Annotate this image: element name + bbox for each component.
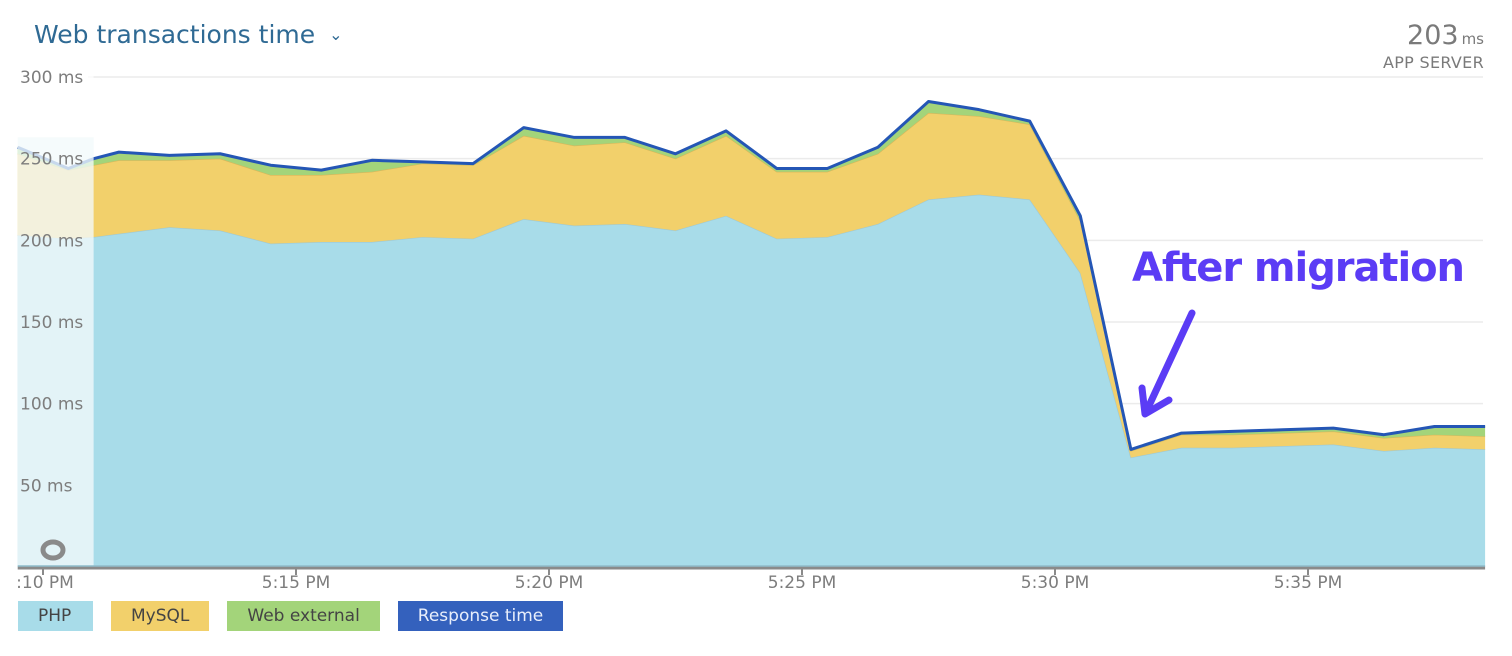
- annotation-arrow-icon: [1143, 309, 1196, 414]
- x-tick-label: 5:30 PM: [1021, 573, 1090, 593]
- x-tick-label: 5:35 PM: [1274, 573, 1343, 593]
- legend: PHP MySQL Web external Response time: [18, 601, 564, 631]
- y-tick-label: 100 ms: [20, 395, 83, 415]
- y-tick-label: 300 ms: [20, 68, 83, 88]
- chart-title-dropdown[interactable]: Web transactions time ⌄: [34, 20, 343, 49]
- faded-region-tint: [17, 137, 94, 567]
- annotation-label: After migration: [1132, 245, 1465, 291]
- arrow-head-icon: [1138, 384, 1173, 418]
- chevron-down-icon: ⌄: [329, 25, 343, 44]
- area-php: [17, 194, 1486, 567]
- summary-unit: ms: [1461, 30, 1484, 48]
- response-time-line: [17, 100, 1486, 451]
- legend-label: Web external: [247, 606, 360, 626]
- legend-label: MySQL: [131, 606, 190, 626]
- summary: 203 ms APP SERVER: [1383, 20, 1484, 72]
- legend-php[interactable]: PHP: [18, 601, 93, 631]
- area-mysql: [17, 112, 1486, 458]
- legend-label: Response time: [417, 606, 544, 626]
- x-tick-label: 5:20 PM: [515, 573, 584, 593]
- legend-web-external[interactable]: Web external: [227, 601, 380, 631]
- y-tick-label: 50 ms: [20, 476, 73, 496]
- y-tick-label: 150 ms: [20, 313, 83, 333]
- legend-response-time[interactable]: Response time: [397, 601, 564, 631]
- x-tick-label: :10 PM: [16, 573, 74, 593]
- y-tick-label: 250 ms: [20, 150, 83, 170]
- summary-label: APP SERVER: [1382, 53, 1484, 72]
- summary-value: 203: [1407, 20, 1459, 51]
- x-tick-label: 5:15 PM: [262, 573, 331, 593]
- y-tick-label: 200 ms: [20, 231, 83, 251]
- faded-region: [17, 47, 94, 567]
- x-tick-label: 5:25 PM: [768, 573, 837, 593]
- ring-icon: [40, 539, 66, 561]
- chart-title: Web transactions time: [34, 20, 316, 49]
- legend-label: PHP: [38, 606, 72, 626]
- legend-mysql[interactable]: MySQL: [111, 601, 210, 631]
